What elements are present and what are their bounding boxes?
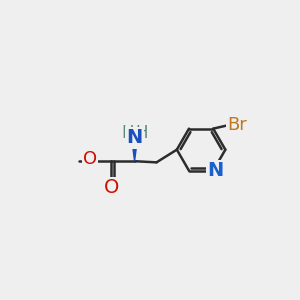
Text: N: N <box>207 161 223 180</box>
Text: N: N <box>127 128 143 147</box>
Polygon shape <box>132 139 137 161</box>
Text: Br: Br <box>227 116 247 134</box>
Text: O: O <box>83 150 97 168</box>
Text: O: O <box>104 178 119 197</box>
Text: H: H <box>135 124 148 142</box>
Text: H: H <box>122 124 134 142</box>
